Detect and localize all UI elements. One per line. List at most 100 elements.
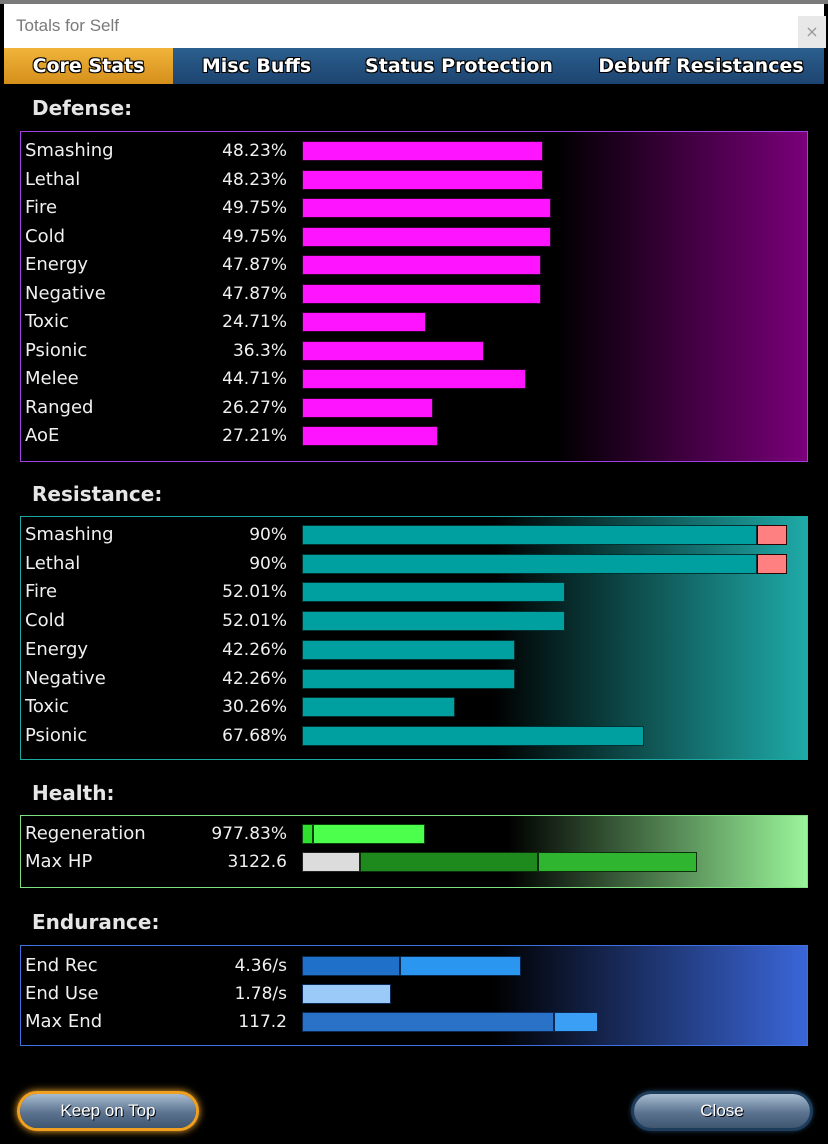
defense-bar: [302, 169, 792, 190]
max-end-bar: [302, 1012, 792, 1032]
resistance-bar: [302, 697, 792, 718]
resistance-row-psionic: Psionic 67.68%: [21, 722, 807, 750]
endurance-panel: End Rec 4.36/s End Use 1.78/s Max End 11…: [20, 945, 808, 1046]
resistance-heading: Resistance:: [32, 482, 163, 506]
row-value: 90%: [249, 525, 287, 545]
resistance-row-lethal: Lethal 90%: [21, 550, 807, 578]
row-label: Cold: [25, 610, 66, 632]
end-use-bar: [302, 984, 792, 1004]
defense-bar: [302, 198, 792, 218]
row-label: Lethal: [25, 168, 81, 190]
defense-bar: [302, 369, 792, 389]
end-rec-bar: [302, 956, 792, 976]
row-value: 27.21%: [222, 426, 287, 446]
tab-misc-buffs[interactable]: Misc Buffs: [201, 55, 312, 77]
row-label: Fire: [25, 581, 58, 603]
defense-row-negative: Negative 47.87%: [21, 280, 807, 308]
defense-bar: [302, 340, 792, 361]
row-value: 49.75%: [222, 226, 287, 247]
row-label: Ranged: [25, 396, 94, 418]
row-label: Max HP: [25, 851, 93, 872]
keep-on-top-button[interactable]: Keep on Top: [20, 1094, 196, 1128]
tab-status-protection[interactable]: Status Protection: [365, 55, 553, 77]
defense-row-smashing: Smashing 48.23%: [21, 137, 807, 165]
row-value: 30.26%: [222, 697, 287, 718]
row-label: Smashing: [25, 524, 114, 545]
resistance-row-negative: Negative 42.26%: [21, 665, 807, 693]
resistance-bar: [302, 668, 792, 689]
health-row-regeneration: Regeneration 977.83%: [21, 820, 807, 848]
defense-panel: Smashing 48.23% Lethal 48.23% Fire 49.75% Cold…: [20, 131, 808, 462]
row-value: 1.78/s: [234, 984, 287, 1004]
max-hp-bar: [302, 852, 792, 872]
resistance-row-toxic: Toxic 30.26%: [21, 693, 807, 721]
row-label: Toxic: [25, 696, 69, 718]
row-value: 42.26%: [222, 639, 287, 660]
defense-heading: Defense:: [32, 96, 133, 120]
window-title: Totals for Self: [16, 16, 119, 35]
regeneration-bar: [302, 824, 792, 844]
defense-row-toxic: Toxic 24.71%: [21, 308, 807, 336]
endurance-row-end-use: End Use 1.78/s: [21, 980, 807, 1008]
row-value: 48.23%: [222, 169, 287, 190]
title-bar[interactable]: Totals for Self ×: [4, 4, 826, 49]
tab-bar: Core Stats Misc Buffs Status Protection …: [4, 48, 824, 84]
row-label: Energy: [25, 638, 89, 660]
row-label: AoE: [25, 425, 60, 446]
resistance-bar: [302, 639, 792, 660]
row-label: End Rec: [25, 955, 98, 976]
row-value: 977.83%: [211, 824, 287, 844]
row-value: 24.71%: [222, 312, 287, 332]
row-value: 52.01%: [222, 582, 287, 603]
row-value: 44.71%: [222, 369, 287, 389]
defense-row-aoe: AoE 27.21%: [21, 422, 807, 450]
resistance-row-cold: Cold 52.01%: [21, 607, 807, 635]
row-value: 47.87%: [222, 283, 287, 304]
resistance-panel: Smashing 90% Lethal 90% Fire 52.01% Cold 52.01%…: [20, 516, 808, 760]
row-label: Energy: [25, 254, 89, 275]
defense-bar: [302, 426, 792, 446]
defense-row-lethal: Lethal 48.23%: [21, 166, 807, 194]
row-value: 90%: [249, 553, 287, 574]
row-label: Smashing: [25, 140, 114, 161]
defense-bar: [302, 226, 792, 247]
row-label: End Use: [25, 983, 99, 1004]
row-value: 4.36/s: [234, 956, 287, 976]
resistance-row-fire: Fire 52.01%: [21, 578, 807, 606]
row-label: Toxic: [25, 311, 69, 332]
row-value: 52.01%: [222, 611, 287, 632]
row-value: 42.26%: [222, 668, 287, 689]
defense-row-energy: Energy 47.87%: [21, 251, 807, 279]
defense-bar: [302, 255, 792, 275]
close-button[interactable]: Close: [634, 1094, 810, 1128]
row-value: 48.23%: [222, 141, 287, 161]
endurance-row-end-rec: End Rec 4.36/s: [21, 952, 807, 980]
tab-debuff-resistances[interactable]: Debuff Resistances: [598, 55, 804, 77]
resistance-bar: [302, 725, 792, 746]
resistance-row-energy: Energy 42.26%: [21, 636, 807, 664]
defense-row-fire: Fire 49.75%: [21, 194, 807, 222]
row-label: Negative: [25, 667, 106, 689]
tab-core-stats[interactable]: Core Stats: [4, 48, 173, 84]
defense-row-ranged: Ranged 26.27%: [21, 394, 807, 422]
row-value: 26.27%: [222, 397, 287, 418]
row-label: Psionic: [25, 724, 88, 746]
defense-row-cold: Cold 49.75%: [21, 223, 807, 251]
row-value: 67.68%: [222, 725, 287, 746]
row-label: Fire: [25, 197, 58, 218]
row-value: 3122.6: [227, 852, 287, 872]
endurance-row-max-end: Max End 117.2: [21, 1008, 807, 1036]
health-heading: Health:: [32, 781, 115, 805]
resistance-row-smashing: Smashing 90%: [21, 521, 807, 549]
defense-bar: [302, 141, 792, 161]
row-label: Negative: [25, 282, 106, 304]
row-value: 47.87%: [222, 255, 287, 275]
close-icon[interactable]: ×: [798, 16, 826, 48]
health-panel: Regeneration 977.83% Max HP 3122.6: [20, 815, 808, 888]
health-row-max-hp: Max HP 3122.6: [21, 848, 807, 876]
resistance-bar: [302, 611, 792, 632]
row-value: 117.2: [238, 1012, 287, 1032]
row-label: Melee: [25, 368, 79, 389]
defense-row-psionic: Psionic 36.3%: [21, 337, 807, 365]
row-label: Lethal: [25, 552, 81, 574]
